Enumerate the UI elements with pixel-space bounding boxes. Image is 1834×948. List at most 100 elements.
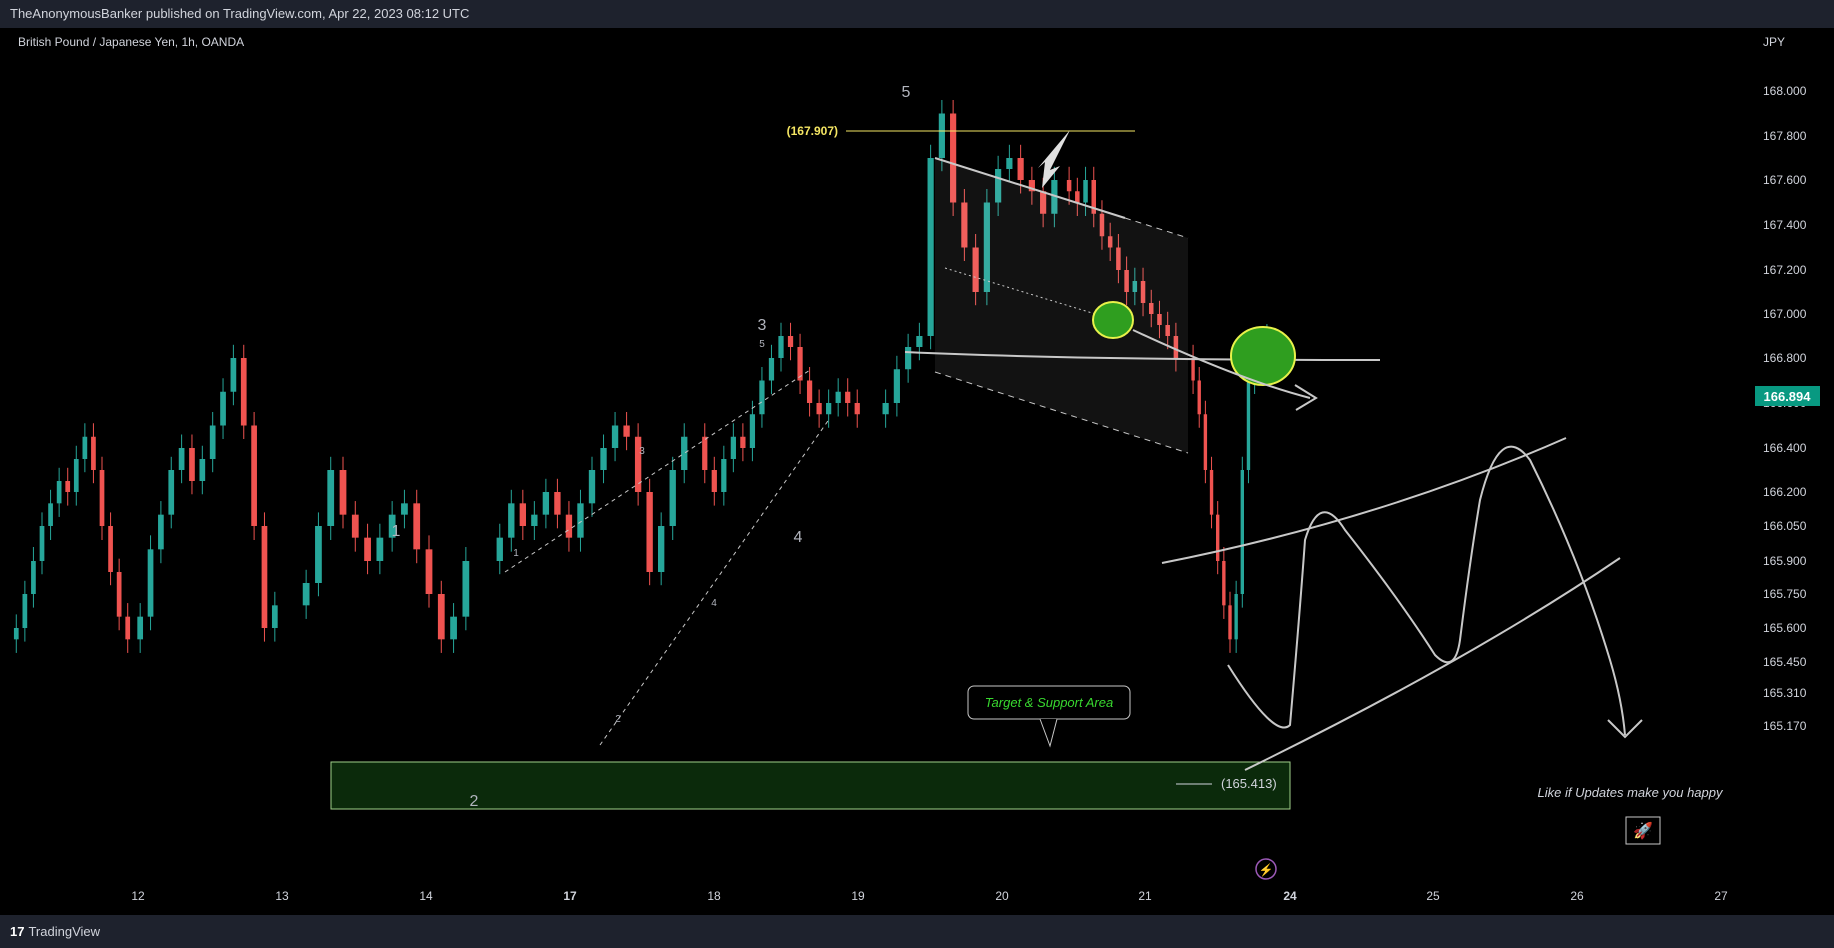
- x-tick-label: 17: [563, 889, 577, 903]
- candle-body: [91, 436, 96, 470]
- candle-body: [1099, 213, 1105, 237]
- candle-body: [634, 436, 642, 492]
- candle-body: [22, 594, 28, 628]
- candle-body: [893, 369, 900, 403]
- candle-body: [1216, 514, 1220, 561]
- y-tick-label: 167.200: [1763, 263, 1807, 277]
- candle-body: [116, 572, 122, 617]
- price-axis[interactable]: [1763, 28, 1834, 915]
- channel-top-line: [934, 157, 1126, 219]
- candle-body: [787, 336, 794, 347]
- y-tick-label: 165.600: [1763, 621, 1807, 635]
- candle-body: [938, 113, 945, 158]
- y-tick-label: 167.600: [1763, 173, 1807, 187]
- candle-body: [168, 470, 175, 515]
- tradingview-logo-icon[interactable]: 17 TradingView: [10, 924, 101, 939]
- candle-body: [1132, 281, 1138, 292]
- candle-body: [1075, 191, 1080, 203]
- down-arrow-icon: [1038, 130, 1070, 188]
- lightning-icon-ring: [1255, 858, 1277, 880]
- currency-label: JPY: [1763, 35, 1785, 49]
- candle-body: [588, 470, 596, 504]
- x-tick-label: 25: [1426, 889, 1440, 903]
- y-tick-label: 165.170: [1763, 719, 1807, 733]
- candle-body: [13, 628, 19, 640]
- y-tick-label: 166.800: [1763, 351, 1807, 365]
- candle-body: [315, 526, 322, 583]
- wedge-upper-line: [504, 369, 811, 573]
- candle-body: [462, 561, 470, 617]
- candle-body: [740, 436, 746, 448]
- candle-body: [73, 459, 79, 492]
- symbol-line: British Pound / Japanese Yen, 1h, OANDA: [18, 35, 245, 49]
- candle-body: [199, 459, 206, 481]
- y-tick-label: 167.000: [1763, 307, 1807, 321]
- last-price-tag: [1755, 386, 1820, 406]
- candle-body: [669, 470, 676, 526]
- candle-body: [496, 537, 503, 561]
- candle-body: [1066, 180, 1072, 192]
- marker-circle-large: [1230, 326, 1296, 386]
- candle-body: [1203, 414, 1208, 470]
- future-path: [1227, 445, 1643, 739]
- candle-body: [611, 425, 619, 448]
- candle-body: [1157, 314, 1162, 325]
- candle-body: [623, 425, 630, 437]
- like-text: Like if Updates make you happy: [1538, 785, 1724, 800]
- candle-body: [327, 470, 335, 526]
- candle-body: [1116, 247, 1121, 270]
- wave-label-major: 5: [902, 84, 911, 101]
- candle-body: [31, 561, 36, 594]
- candle-body: [759, 380, 765, 415]
- candle-body: [995, 169, 1002, 203]
- candle-body: [826, 403, 832, 415]
- channel-top-dash: [1124, 217, 1189, 239]
- candle-body: [1191, 358, 1195, 381]
- x-tick-label: 13: [275, 889, 289, 903]
- candle-body: [730, 436, 736, 459]
- candle-body: [178, 448, 185, 470]
- x-tick-label: 20: [995, 889, 1009, 903]
- candle-body: [1234, 594, 1238, 640]
- candle-body: [56, 481, 62, 504]
- candle-body: [1124, 270, 1129, 292]
- candle-body: [1083, 180, 1088, 203]
- y-tick-label: 165.310: [1763, 686, 1807, 700]
- candle-body: [450, 616, 457, 640]
- y-tick-label: 167.800: [1763, 129, 1807, 143]
- candle-body: [950, 113, 957, 203]
- rocket-box: [1625, 816, 1661, 845]
- target-callout-tail: [1039, 718, 1058, 748]
- candle-body: [1006, 158, 1013, 169]
- candle-body: [158, 514, 164, 550]
- x-tick-label: 18: [707, 889, 721, 903]
- candle-body: [646, 492, 653, 572]
- candle-body: [519, 503, 526, 526]
- candle-body: [147, 549, 154, 617]
- candle-body: [413, 503, 421, 550]
- candle-body: [1165, 325, 1170, 336]
- candle-body: [882, 403, 889, 415]
- candle-body: [961, 202, 968, 248]
- x-tick-label: 27: [1714, 889, 1728, 903]
- candle-body: [1051, 180, 1058, 214]
- wedge-lower-line: [599, 417, 831, 746]
- candle-body: [1228, 605, 1232, 640]
- candle-body: [82, 436, 88, 459]
- y-tick-label: 166.050: [1763, 519, 1807, 533]
- candle-body: [658, 526, 665, 572]
- candle-body: [1028, 180, 1035, 192]
- candle-body: [927, 158, 934, 336]
- brand-label: TradingView: [28, 924, 101, 939]
- candle-body: [240, 358, 247, 426]
- x-tick-label: 26: [1570, 889, 1584, 903]
- candle-body: [425, 549, 433, 594]
- candle-body: [376, 537, 384, 561]
- candle-body: [125, 616, 131, 640]
- candle-body: [1148, 303, 1154, 314]
- last-price-label: 166.894: [1764, 389, 1812, 404]
- candle-body: [711, 470, 717, 492]
- candle-body: [209, 425, 216, 459]
- candle-body: [437, 594, 445, 640]
